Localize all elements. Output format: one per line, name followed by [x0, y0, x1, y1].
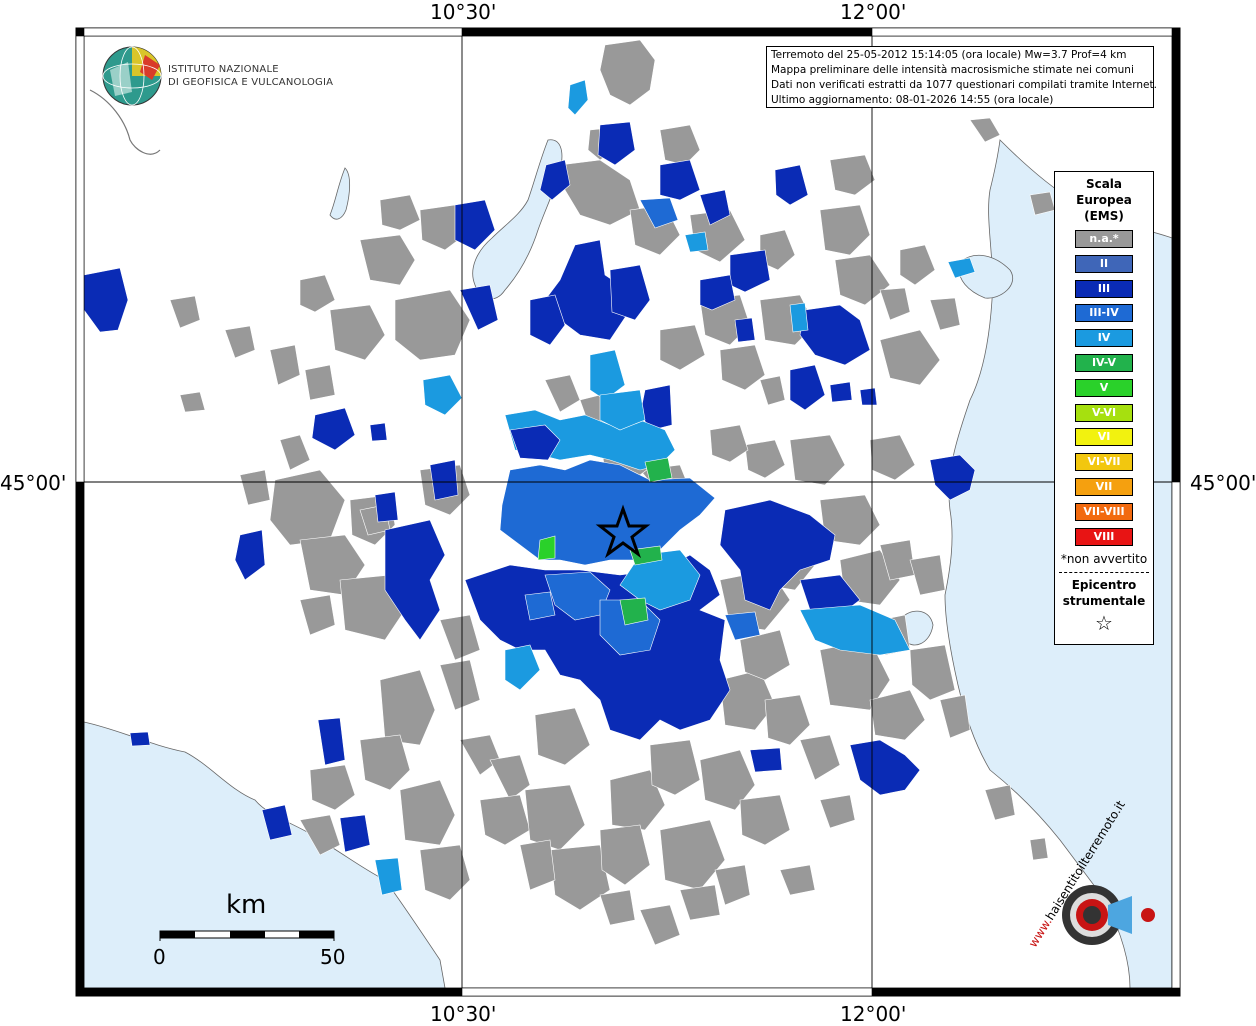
legend-item: VI-VII	[1075, 453, 1133, 472]
legend-item: II	[1075, 254, 1133, 273]
river-lake-north	[89, 89, 161, 155]
legend-item: VI	[1075, 428, 1133, 447]
legend-item: VIII	[1075, 527, 1133, 546]
legend-title-line1: Scala	[1085, 177, 1123, 191]
epicenter-star-icon	[595, 504, 651, 559]
coord-top-east: 12°00'	[840, 0, 907, 24]
coord-top-west: 10°30'	[430, 0, 497, 24]
scale-start-label: 0	[153, 945, 166, 969]
event-info-line4: Ultimo aggiornamento: 08-01-2026 14:55 (…	[771, 94, 1054, 106]
legend-item: V-VI	[1075, 403, 1133, 422]
ingv-logo-line2: DI GEOFISICA E VULCANOLOGIA	[168, 77, 334, 88]
map-frame	[75, 27, 1181, 997]
event-info-line2: Mappa preliminare delle intensità macros…	[771, 64, 1134, 76]
legend-item: IV-V	[1075, 353, 1133, 372]
legend-title-line2: Europea	[1076, 193, 1132, 207]
lake-iseo	[329, 167, 351, 220]
scale-end-label: 50	[320, 945, 346, 969]
coord-left-lat: 45°00'	[0, 471, 67, 495]
legend-item: IV	[1075, 329, 1133, 348]
legend-epicenter-line2: strumentale	[1062, 594, 1146, 609]
legend-item: VII	[1075, 477, 1133, 496]
ingv-logo-icon	[102, 46, 162, 106]
coord-bottom-east: 12°00'	[840, 1002, 907, 1026]
legend-star-icon: ☆	[1095, 611, 1113, 636]
ingv-logo-text: ISTITUTO NAZIONALE DI GEOFISICA E VULCAN…	[168, 63, 333, 89]
legend-title-line3: (EMS)	[1084, 209, 1124, 223]
comacchio-valli	[904, 610, 934, 646]
scale-unit-label: km	[226, 890, 267, 920]
legend-divider	[1059, 572, 1149, 574]
tyrrhenian-sea	[83, 721, 446, 989]
event-info-line1: Terremoto del 25-05-2012 15:14:05 (ora l…	[771, 49, 1127, 61]
ingv-logo-line1: ISTITUTO NAZIONALE	[168, 64, 279, 75]
felt-municipalities	[83, 79, 976, 896]
legend-item: III-IV	[1075, 304, 1133, 323]
legend-item: n.a.*	[1075, 230, 1133, 248]
coord-bottom-west: 10°30'	[430, 1002, 497, 1026]
scale-bar	[159, 930, 335, 941]
legend-note: *non avvertito	[1060, 552, 1148, 567]
graticule	[76, 28, 1180, 996]
event-info-line3: Dati non verificati estratti da 1077 que…	[771, 79, 1157, 91]
ems-legend: Scala Europea (EMS) n.a.* II III III-IV IV IV…	[1054, 171, 1154, 645]
legend-item: VII-VIII	[1075, 502, 1133, 521]
coord-right-lat: 45°00'	[1190, 471, 1256, 495]
event-info-box: Terremoto del 25-05-2012 15:14:05 (ora l…	[766, 46, 1157, 108]
legend-items: n.a.* II III III-IV IV IV-V V V-VI VI VI-VII VII VI…	[1055, 230, 1153, 546]
legend-epicenter-line1: Epicentro	[1071, 578, 1137, 593]
haisentito-logo-icon	[1062, 885, 1155, 945]
legend-item: V	[1075, 378, 1133, 397]
legend-title: Scala Europea (EMS)	[1055, 176, 1153, 224]
legend-item: III	[1075, 279, 1133, 298]
legend-epicenter-label: Epicentro strumentale	[1055, 577, 1153, 609]
